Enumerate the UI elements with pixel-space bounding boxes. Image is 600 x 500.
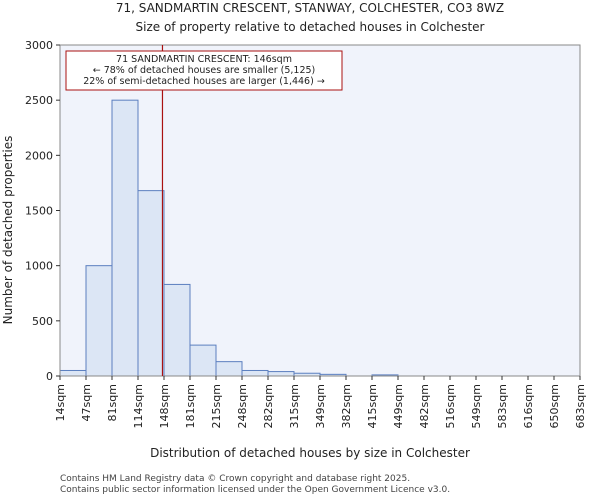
- x-tick-label: 81sqm: [106, 384, 119, 421]
- y-tick-label: 1000: [25, 260, 53, 273]
- y-tick-label: 1500: [25, 205, 53, 218]
- x-tick-label: 482sqm: [418, 384, 431, 428]
- annotation-line: 71 SANDMARTIN CRESCENT: 146sqm: [116, 54, 292, 65]
- annotation-line: ← 78% of detached houses are smaller (5,…: [93, 65, 316, 76]
- x-tick-label: 215sqm: [210, 384, 223, 428]
- y-tick-label: 500: [32, 315, 53, 328]
- y-tick-label: 3000: [25, 39, 53, 52]
- y-tick-label: 2000: [25, 149, 53, 162]
- x-tick-label: 349sqm: [314, 384, 327, 428]
- bar: [189, 344, 217, 377]
- bar: [267, 371, 295, 377]
- x-tick-label: 583sqm: [496, 384, 509, 428]
- bar: [241, 369, 269, 377]
- chart-subtitle: Size of property relative to detached ho…: [136, 20, 485, 34]
- x-tick-label: 181sqm: [184, 384, 197, 428]
- footer-line-2: Contains public sector information licen…: [60, 485, 451, 495]
- bar: [111, 99, 139, 377]
- x-tick-label: 683sqm: [574, 384, 587, 428]
- x-tick-label: 14sqm: [54, 384, 67, 421]
- bar: [85, 265, 113, 377]
- y-axis-label: Number of detached properties: [1, 136, 15, 325]
- x-tick-label: 415sqm: [366, 384, 379, 428]
- bar: [137, 190, 165, 377]
- x-tick-label: 248sqm: [236, 384, 249, 428]
- x-tick-label: 282sqm: [262, 384, 275, 428]
- x-tick-label: 47sqm: [80, 384, 93, 421]
- x-tick-label: 114sqm: [132, 384, 145, 428]
- x-tick-label: 549sqm: [470, 384, 483, 428]
- annotation-box: [65, 50, 343, 91]
- bar: [163, 283, 191, 377]
- annotation-line: 22% of semi-detached houses are larger (…: [83, 76, 325, 87]
- chart-title: 71, SANDMARTIN CRESCENT, STANWAY, COLCHE…: [116, 1, 504, 15]
- bar: [59, 369, 87, 377]
- bar: [215, 361, 243, 377]
- x-tick-label: 616sqm: [522, 384, 535, 428]
- x-tick-label: 148sqm: [158, 384, 171, 428]
- x-tick-label: 315sqm: [288, 384, 301, 428]
- x-tick-label: 449sqm: [392, 384, 405, 428]
- y-tick-label: 0: [46, 370, 53, 383]
- x-tick-label: 382sqm: [340, 384, 353, 428]
- x-tick-label: 650sqm: [548, 384, 561, 428]
- y-tick-label: 2500: [25, 94, 53, 107]
- plot-area: 0 500 1000 1500 2000 2500 3000 14sqm 47sqm 81sqm 1…: [25, 39, 587, 428]
- x-axis-label: Distribution of detached houses by size …: [150, 446, 470, 460]
- footer-line-1: Contains HM Land Registry data © Crown c…: [60, 474, 411, 484]
- x-tick-label: 516sqm: [444, 384, 457, 428]
